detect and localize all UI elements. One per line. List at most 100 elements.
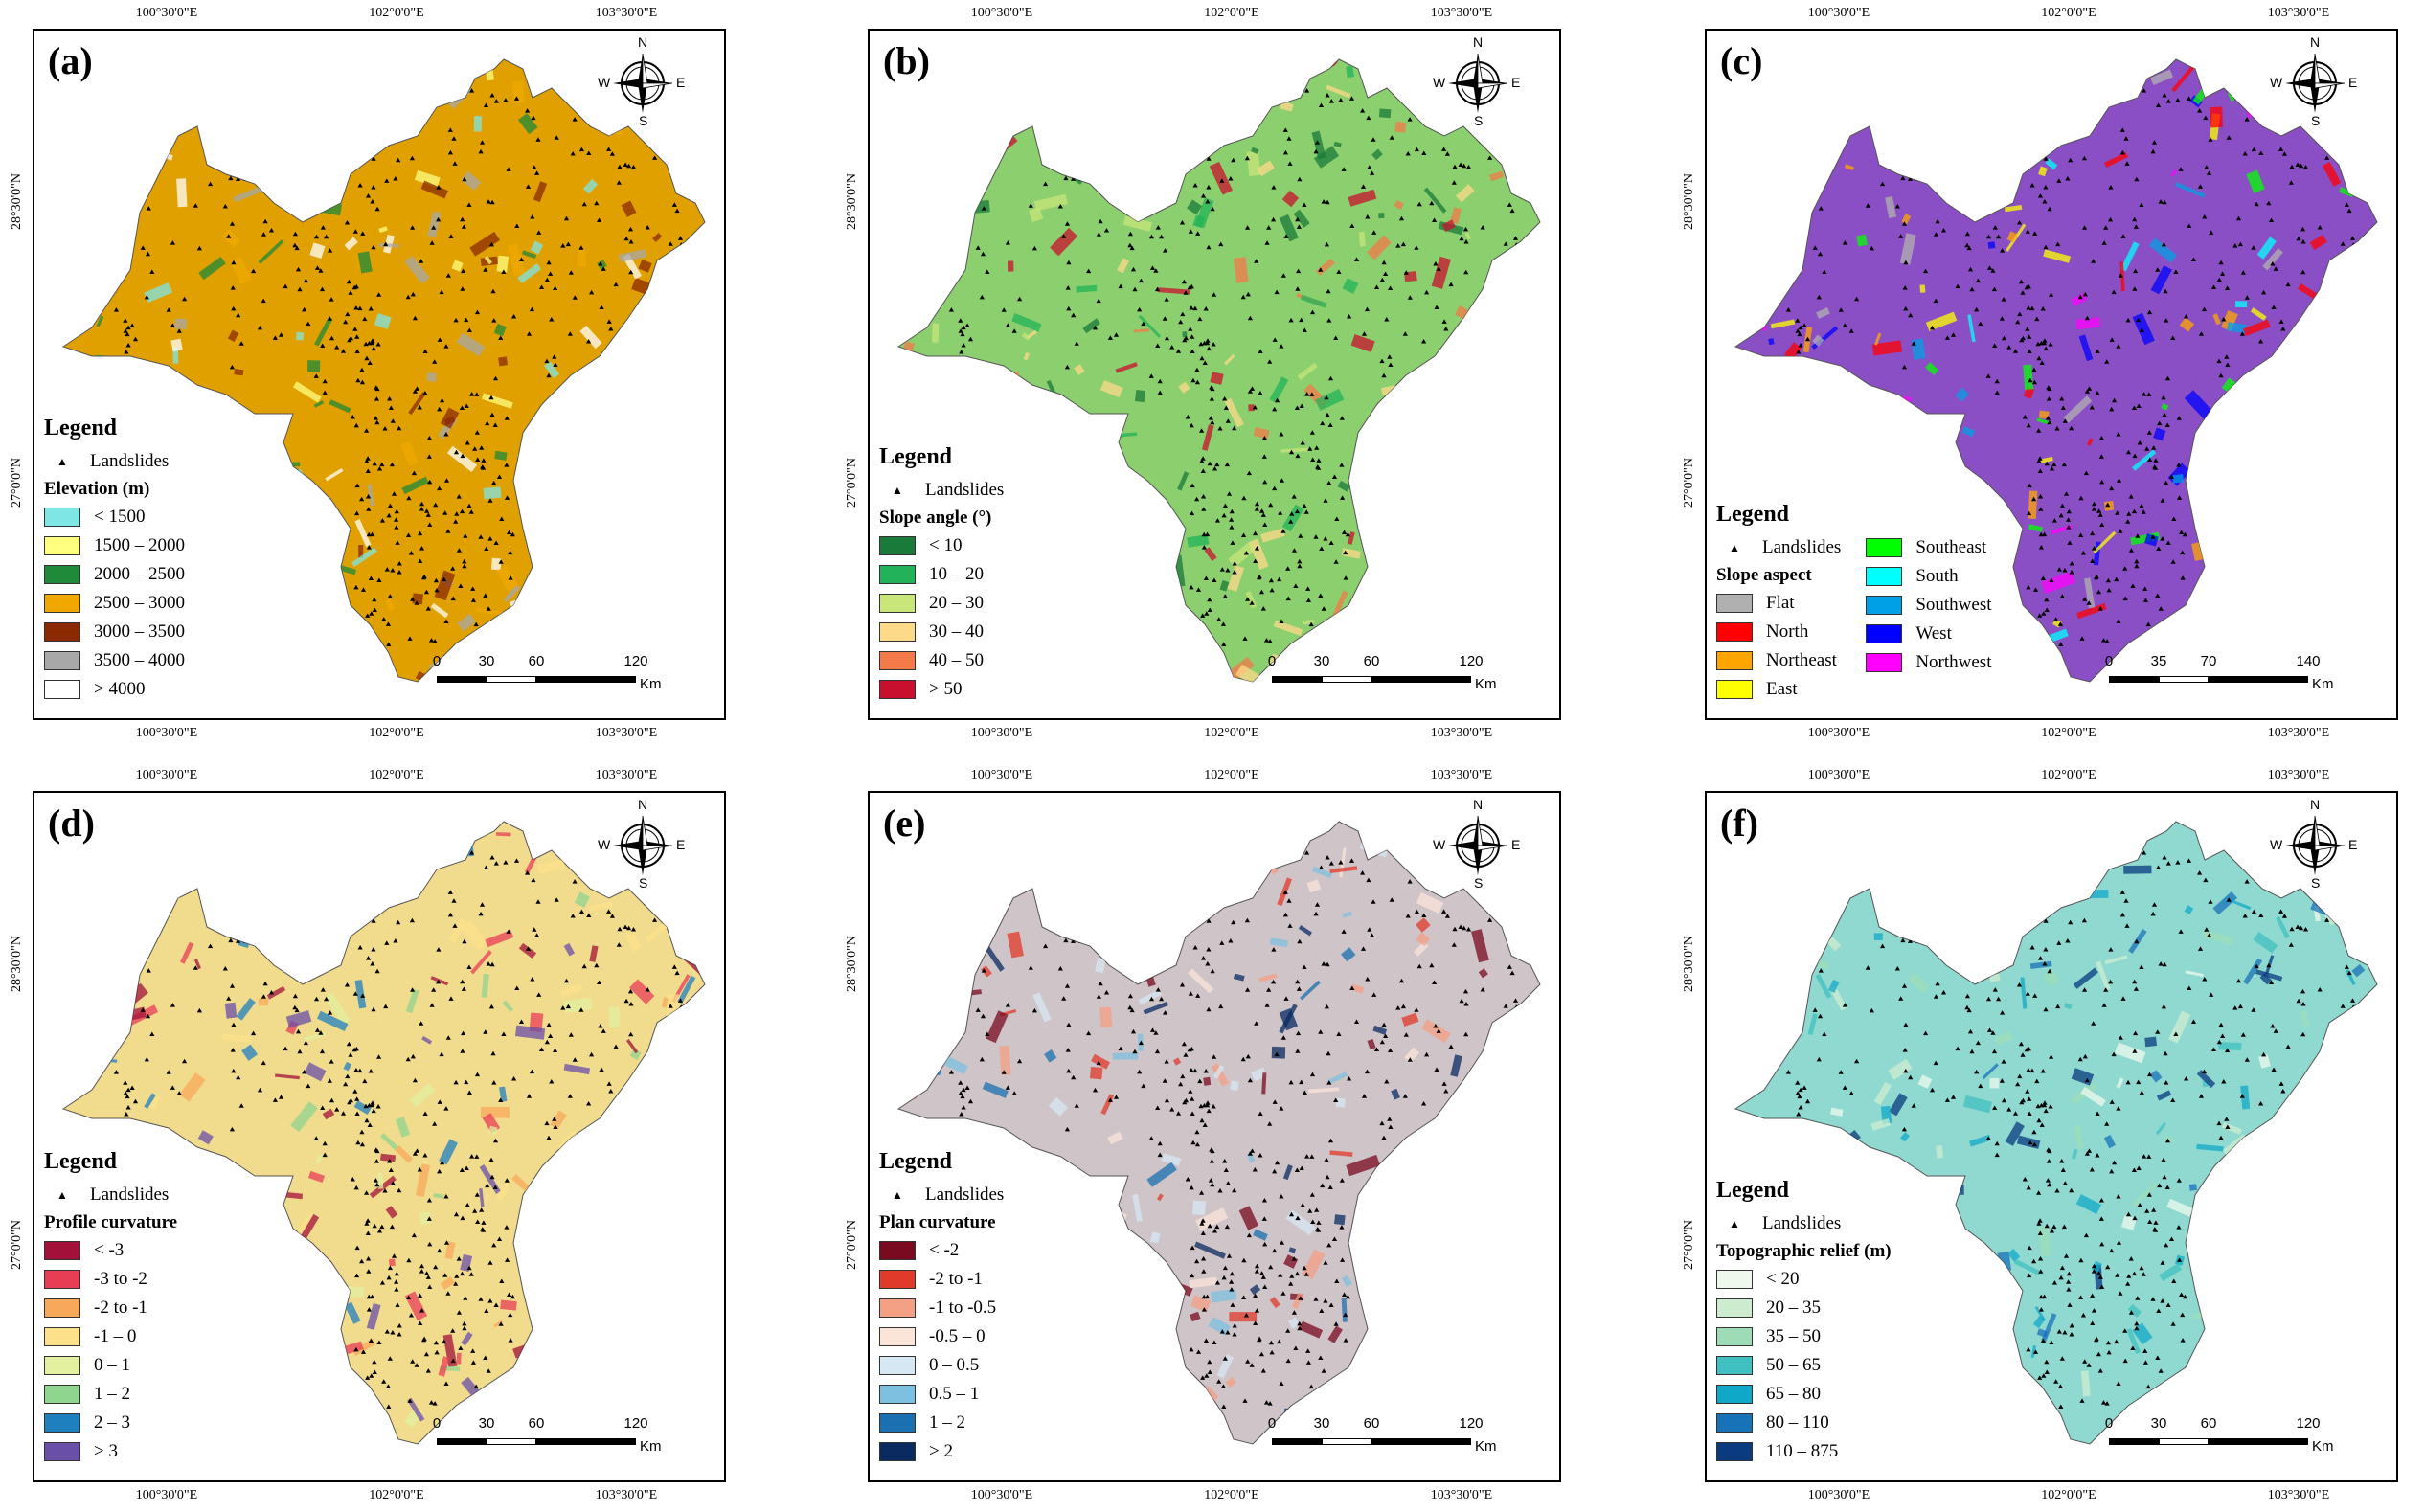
legend-class-label: 10 – 20 bbox=[929, 564, 984, 584]
legend-class-row: > 50 bbox=[879, 675, 1004, 704]
compass-n-label: N bbox=[1473, 34, 1484, 50]
legend-swatch bbox=[879, 565, 916, 584]
legend-swatch bbox=[1716, 594, 1753, 613]
legend-swatch bbox=[44, 1298, 80, 1318]
legend-landslides-label: Landslides bbox=[90, 451, 170, 471]
latitude-tick-left: 28°30'0"N bbox=[1682, 173, 1696, 230]
longitude-tick-top: 102°0'0"E bbox=[369, 6, 424, 20]
legend-swatch bbox=[44, 1385, 80, 1404]
scale-bar-segment bbox=[2109, 1438, 2159, 1445]
compass-n-label: N bbox=[2310, 34, 2321, 50]
scale-bar-label: 30 bbox=[478, 653, 495, 669]
compass-w-label: W bbox=[1433, 75, 1446, 90]
legend-class-row: Southeast bbox=[1866, 533, 1991, 562]
legend-class-row: -2 to -1 bbox=[879, 1265, 1004, 1294]
legend-swatch bbox=[44, 622, 80, 642]
legend-class-label: > 2 bbox=[929, 1441, 953, 1461]
legend-class-label: 2 – 3 bbox=[94, 1412, 130, 1433]
legend-swatch bbox=[1716, 622, 1753, 642]
study-area-map bbox=[1734, 58, 2378, 683]
map-panel-e: (e) N S E W 0 30 60 120 Km Legend ▲ Landslides Plan c… bbox=[868, 791, 1561, 1482]
panel-label: (d) bbox=[48, 801, 95, 845]
compass-n-label: N bbox=[638, 34, 648, 50]
legend-swatch bbox=[1716, 1356, 1753, 1375]
compass-e-label: E bbox=[676, 75, 686, 90]
longitude-tick-bottom: 103°30'0"E bbox=[595, 726, 658, 740]
scale-bar-unit: Km bbox=[2312, 1438, 2334, 1455]
landslide-marker-icon: ▲ bbox=[892, 483, 903, 497]
scale-bar-segment bbox=[2159, 1438, 2209, 1445]
compass-w-label: W bbox=[2270, 75, 2283, 90]
map-legend: Legend ▲ Landslides Elevation (m) < 1500 1500… bbox=[44, 416, 185, 704]
scale-bar-segment bbox=[2159, 676, 2209, 683]
legend-class-row: < 1500 bbox=[44, 503, 185, 531]
compass-w-label: W bbox=[598, 837, 611, 852]
longitude-tick-bottom: 103°30'0"E bbox=[2267, 726, 2330, 740]
longitude-tick-top: 100°30'0"E bbox=[970, 6, 1033, 20]
legend-swatch bbox=[879, 1327, 916, 1346]
legend-class-row: Northeast bbox=[1716, 646, 1841, 675]
legend-class-row: North bbox=[1716, 618, 1841, 646]
compass-n-label: N bbox=[2310, 797, 2321, 812]
legend-class-label: > 3 bbox=[94, 1441, 118, 1461]
legend-swatch bbox=[44, 508, 80, 527]
legend-class-label: 20 – 30 bbox=[929, 593, 984, 613]
legend-title: Legend bbox=[1716, 502, 1790, 527]
compass-w-label: W bbox=[598, 75, 611, 90]
panel-label: (e) bbox=[883, 801, 926, 845]
scale-bar-label: 120 bbox=[623, 653, 648, 669]
latitude-tick-left: 27°0'0"N bbox=[845, 1220, 859, 1270]
compass-s-label: S bbox=[2311, 113, 2321, 128]
legend-class-label: 35 – 50 bbox=[1766, 1326, 1821, 1346]
legend-class-row: 1 – 2 bbox=[44, 1380, 177, 1409]
legend-class-row: East bbox=[1716, 675, 1841, 704]
compass-n-label: N bbox=[638, 797, 648, 812]
legend-class-row: 10 – 20 bbox=[879, 560, 1004, 589]
panel-label: (b) bbox=[883, 39, 930, 82]
compass-e-label: E bbox=[2348, 75, 2358, 90]
study-area-fill bbox=[896, 821, 1541, 1445]
legend-landslides-label: Landslides bbox=[1762, 1213, 1842, 1233]
legend-class-label: 2500 – 3000 bbox=[94, 593, 185, 613]
legend-variable-title: Plan curvature bbox=[879, 1212, 996, 1232]
legend-swatch bbox=[1716, 1442, 1753, 1461]
legend-class-row: 2000 – 2500 bbox=[44, 560, 185, 589]
scale-bar-segment bbox=[487, 1438, 536, 1445]
north-arrow-icon: N S E W bbox=[1433, 34, 1521, 128]
legend-swatch bbox=[879, 1241, 916, 1260]
study-area-map bbox=[896, 58, 1541, 683]
longitude-tick-top: 103°30'0"E bbox=[2267, 768, 2330, 782]
latitude-tick-left: 27°0'0"N bbox=[1682, 1220, 1696, 1270]
scale-bar-unit: Km bbox=[1475, 676, 1497, 692]
longitude-tick-bottom: 102°0'0"E bbox=[369, 726, 424, 740]
legend-class-label: -2 to -1 bbox=[929, 1269, 983, 1289]
scale-bar-segment bbox=[437, 1438, 487, 1445]
longitude-tick-bottom: 102°0'0"E bbox=[1204, 726, 1259, 740]
longitude-tick-bottom: 102°0'0"E bbox=[2041, 1488, 2096, 1502]
latitude-tick-left: 28°30'0"N bbox=[10, 936, 24, 992]
legend-columns: ▲ Landslides Slope aspect Flat North Northeas… bbox=[1716, 533, 1992, 704]
longitude-tick-bottom: 102°0'0"E bbox=[2041, 726, 2096, 740]
legend-swatch bbox=[1866, 653, 1903, 672]
longitude-tick-bottom: 100°30'0"E bbox=[135, 1488, 198, 1502]
legend-class-row: > 4000 bbox=[44, 675, 185, 704]
map-legend: Legend ▲ Landslides Slope angle (°) < 10 10 –… bbox=[879, 444, 1004, 704]
landslide-marker-icon: ▲ bbox=[57, 1187, 68, 1202]
legend-class-row: 80 – 110 bbox=[1716, 1409, 1892, 1437]
legend-variable-title: Topographic relief (m) bbox=[1716, 1241, 1892, 1261]
legend-swatch bbox=[44, 594, 80, 613]
legend-column: Southeast South Southwest West Northwest bbox=[1866, 533, 1992, 704]
legend-title: Legend bbox=[879, 1149, 953, 1174]
legend-class-row: < -2 bbox=[879, 1236, 1004, 1265]
latitude-tick-left: 27°0'0"N bbox=[1682, 458, 1696, 508]
legend-landslides-label: Landslides bbox=[925, 1185, 1005, 1205]
longitude-tick-bottom: 100°30'0"E bbox=[1807, 1488, 1870, 1502]
legend-landslides-label: Landslides bbox=[925, 480, 1005, 500]
legend-class-label: 3000 – 3500 bbox=[94, 621, 185, 642]
legend-class-label: 0 – 1 bbox=[94, 1355, 130, 1375]
legend-swatch bbox=[1716, 1385, 1753, 1404]
map-legend: Legend ▲ Landslides Topographic relief (m) <… bbox=[1716, 1178, 1892, 1466]
legend-class-label: -2 to -1 bbox=[94, 1298, 147, 1318]
legend-landslides-row: ▲ Landslides bbox=[1716, 533, 1841, 562]
legend-class-row: 30 – 40 bbox=[879, 618, 1004, 646]
